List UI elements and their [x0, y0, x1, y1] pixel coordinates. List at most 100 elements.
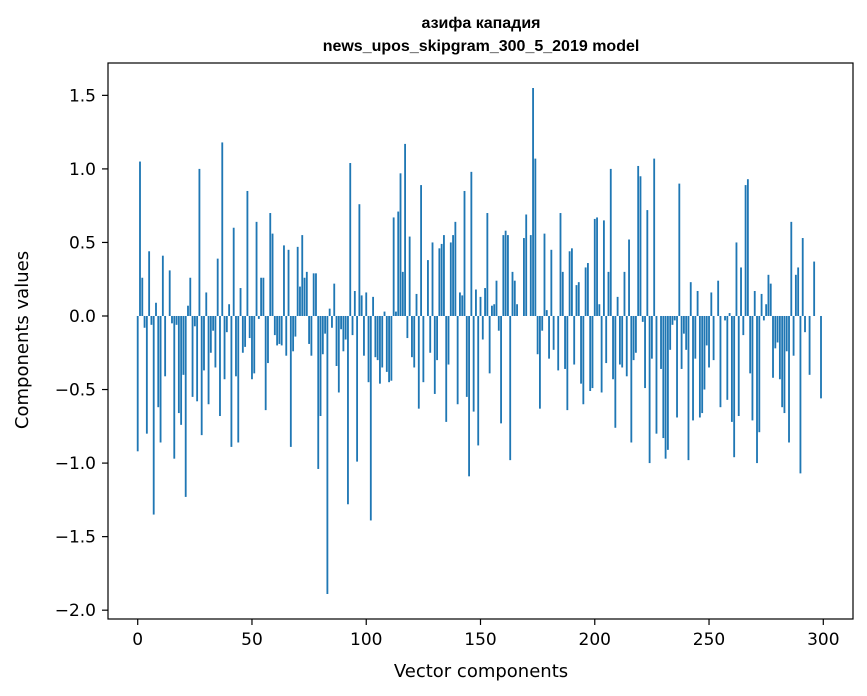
bar-84	[328, 308, 331, 316]
y-tick-label: 1.0	[69, 160, 96, 180]
x-tick-label: 150	[464, 630, 496, 650]
bar-116	[401, 271, 404, 316]
bar-102	[369, 315, 372, 521]
bar-74	[305, 271, 308, 316]
bar-263	[737, 315, 740, 417]
bar-141	[459, 292, 461, 316]
bar-91	[344, 315, 347, 340]
bar-148	[475, 289, 477, 316]
bar-173	[532, 88, 534, 316]
bar-16	[173, 315, 176, 459]
bar-215	[628, 239, 630, 316]
bar-261	[733, 315, 736, 458]
bar-19	[180, 315, 183, 425]
bar-56	[264, 315, 267, 411]
bar-278	[772, 315, 774, 378]
bar-271	[756, 315, 758, 464]
bar-260	[730, 315, 733, 422]
x-tick-label: 300	[807, 630, 839, 650]
bar-240	[685, 315, 688, 350]
bar-245	[696, 290, 699, 316]
bar-195	[582, 315, 585, 405]
bar-90	[342, 315, 345, 352]
bar-213	[623, 271, 626, 316]
bar-36	[219, 315, 221, 417]
bar-149	[477, 315, 480, 446]
bar-235	[673, 315, 676, 321]
bar-281	[778, 315, 781, 380]
bar-26	[196, 315, 199, 402]
bar-160	[502, 235, 505, 316]
bar-70	[296, 246, 299, 316]
bar-221	[641, 315, 644, 322]
bar-2	[141, 277, 144, 316]
bar-151	[481, 315, 484, 340]
bar-268	[749, 315, 752, 374]
bar-175	[536, 315, 539, 355]
bar-80	[319, 315, 322, 417]
bar-98	[360, 295, 363, 316]
bar-73	[303, 277, 306, 316]
bar-5	[148, 251, 151, 316]
bar-155	[491, 305, 493, 316]
bar-265	[742, 315, 745, 336]
x-axis-ticks: 0 50 100 150 200 250 300	[132, 619, 840, 650]
bar-63	[280, 315, 283, 346]
bar-99	[363, 315, 365, 356]
bar-158	[497, 315, 500, 331]
bar-29	[203, 315, 205, 371]
bar-94	[351, 315, 354, 336]
bar-81	[321, 315, 324, 355]
bar-238	[680, 315, 683, 369]
bar-69	[294, 315, 297, 337]
bar-115	[399, 173, 402, 316]
bar-133	[440, 243, 443, 316]
bar-12	[164, 315, 167, 377]
bar-118	[406, 315, 409, 339]
bar-43	[235, 315, 237, 377]
bar-30	[205, 292, 208, 316]
bar-224	[648, 315, 651, 464]
bar-178	[543, 233, 546, 316]
bar-21	[184, 315, 187, 497]
bar-35	[216, 258, 219, 316]
bar-87	[335, 315, 338, 366]
bar-246	[698, 315, 701, 418]
bar-152	[484, 288, 486, 316]
bar-287	[792, 315, 795, 356]
bar-174	[534, 158, 537, 316]
bar-49	[248, 315, 251, 339]
bar-101	[367, 315, 370, 383]
chart-title: азифа кападия	[421, 15, 540, 32]
bar-277	[769, 283, 772, 316]
bar-282	[781, 315, 784, 408]
bar-22	[187, 305, 189, 316]
bar-113	[395, 311, 397, 316]
bar-143	[463, 190, 466, 316]
bar-154	[488, 315, 491, 374]
bar-166	[516, 304, 518, 316]
bar-209	[614, 315, 617, 428]
x-tick-label: 0	[132, 630, 143, 650]
bar-273	[760, 293, 763, 316]
y-tick-label: 0.0	[69, 307, 96, 327]
bar-187	[564, 315, 566, 369]
bar-226	[653, 158, 656, 316]
bar-220	[639, 176, 642, 316]
bar-68	[292, 315, 295, 352]
bar-76	[310, 315, 313, 356]
bar-119	[408, 236, 411, 316]
bar-202	[598, 304, 601, 316]
bar-124	[420, 185, 422, 316]
plot-area: 0 50 100 150 200 250 300 1.5 1.0 0.5 0.0 −0.5 −1.0 −…	[55, 62, 854, 650]
bar-296	[813, 261, 816, 316]
bar-96	[356, 315, 359, 462]
bar-184	[557, 315, 560, 371]
bar-33	[212, 315, 215, 331]
bar-200	[593, 218, 596, 316]
x-tick-label: 200	[579, 630, 611, 650]
y-tick-label: −1.0	[55, 454, 96, 474]
chart-subtitle: news_upos_skipgram_300_5_2019 model	[323, 38, 640, 55]
bar-234	[671, 315, 674, 325]
bar-242	[689, 282, 692, 316]
